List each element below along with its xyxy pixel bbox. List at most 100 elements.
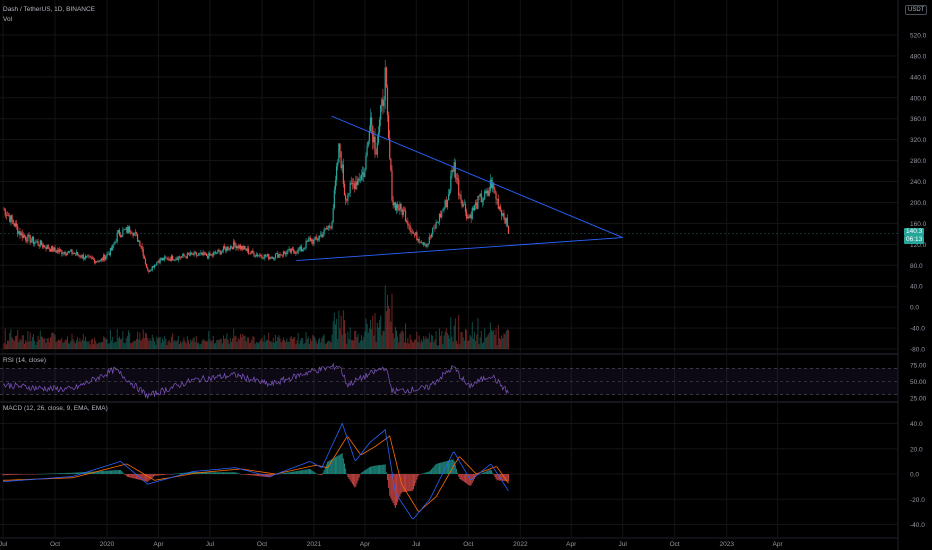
candle-body [495,192,497,200]
volume-bar [149,338,151,349]
macd-histogram-bar [359,474,361,475]
candle-body [367,141,369,146]
candle-body [209,252,211,256]
candle-body [340,151,342,168]
volume-bar [37,335,39,349]
volume-bar [264,341,266,349]
macd-histogram-bar [254,474,256,476]
macd-histogram-bar [61,473,63,474]
macd-histogram-bar [64,473,66,474]
macd-histogram-bar [249,474,251,476]
volume-bar [253,336,255,349]
macd-histogram-bar [372,466,374,474]
volume-bar [247,337,249,349]
candle-body [394,202,396,211]
candle-body [230,246,233,248]
candle-body [138,240,140,242]
volume-bar [180,341,182,349]
volume-bar [483,341,485,349]
volume-bar [276,340,278,349]
macd-histogram-bar [23,474,25,475]
volume-bar [128,330,130,349]
candle-body [234,241,236,245]
macd-histogram-bar [19,474,21,475]
macd-histogram-bar [365,469,367,474]
macd-histogram-bar [371,466,373,474]
volume-bar [99,342,101,349]
volume-bar [325,343,327,349]
volume-bar [261,337,263,349]
candle-body [462,204,464,207]
price-axis-label: 200.0 [910,200,927,207]
volume-bar [132,341,134,349]
volume-bar [383,331,385,349]
volume-bar [453,325,455,349]
volume-bar [437,345,439,349]
candle-body [173,260,175,261]
macd-histogram-bar [357,474,359,481]
currency-badge[interactable]: USDT [905,5,928,15]
macd-histogram-bar [466,474,468,484]
candle-body [430,234,433,238]
macd-histogram-bar [37,474,39,475]
volume-bar [35,344,37,349]
candle-body [347,194,349,201]
macd-histogram-bar [140,474,142,481]
volume-bar [448,335,450,349]
volume-bar [189,343,191,349]
macd-histogram-bar [167,474,169,475]
volume-bar [160,342,162,349]
candle-body [3,207,5,209]
macd-histogram-bar [288,472,290,474]
macd-histogram-bar [128,474,130,478]
candle-body [48,248,50,250]
volume-bar [342,310,344,349]
candle-body [321,234,323,238]
candle-body [294,251,296,254]
candle-body [305,240,307,248]
macd-histogram-bar [219,472,221,474]
candle-body [129,226,131,233]
macd-histogram-bar [481,473,483,474]
volume-bar [348,339,350,349]
macd-histogram-bar [55,473,57,474]
macd-histogram-bar [348,474,350,479]
macd-histogram-bar [281,473,283,474]
candle-body [262,258,264,259]
macd-histogram-bar [199,472,201,474]
macd-histogram-bar [203,472,205,474]
candle-body [194,251,196,253]
volume-bar [455,340,457,349]
volume-bar [88,341,90,349]
candle-body [25,236,27,240]
volume-bar [184,341,186,349]
macd-histogram-bar [155,474,157,476]
candle-body [419,241,421,243]
macd-histogram-bar [187,472,189,474]
volume-bar [304,342,306,349]
volume-bar [183,337,185,349]
volume-bar [471,321,473,349]
candle-body [317,238,320,240]
macd-histogram-bar [317,474,319,475]
candle-body [360,174,363,181]
candle-body [188,254,191,256]
macd-histogram-bar [468,474,470,486]
macd-histogram-bar [31,474,33,475]
macd-histogram-bar [272,474,274,476]
macd-histogram-bar [117,470,119,474]
volume-bar [371,329,373,349]
candle-body [499,206,502,210]
candle-body [371,117,373,126]
volume-bar [81,339,83,349]
candle-body [356,181,358,185]
candle-body [242,245,244,250]
macd-histogram-bar [30,474,32,475]
candle-body [429,236,432,238]
macd-histogram-bar [243,474,245,475]
macd-histogram-bar [129,474,131,478]
candle-body [71,249,73,254]
macd-histogram-bar [237,473,239,474]
macd-histogram-bar [245,474,247,475]
